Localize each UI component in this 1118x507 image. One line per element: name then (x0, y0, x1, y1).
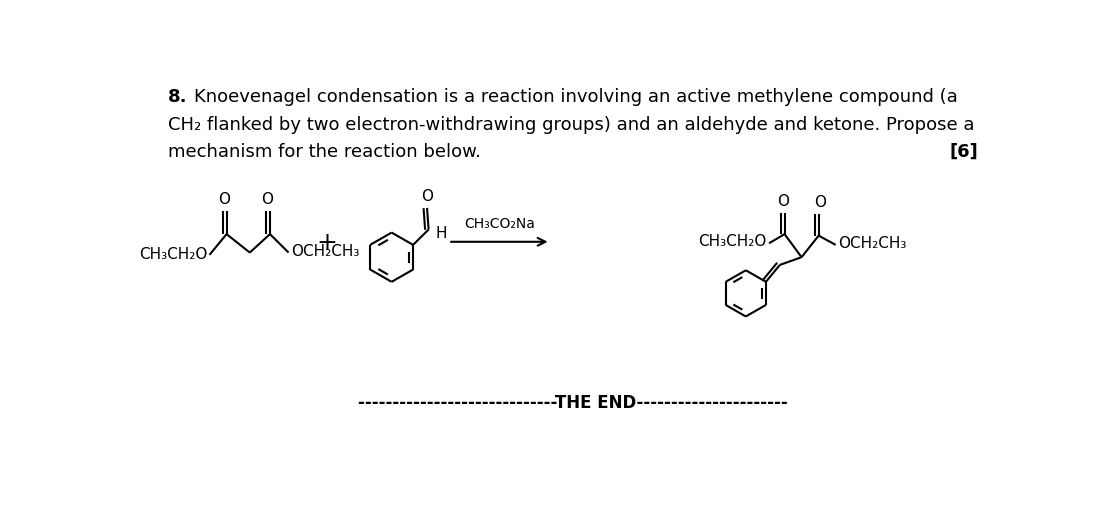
Text: CH₂ flanked by two electron-withdrawing groups) and an aldehyde and ketone. Prop: CH₂ flanked by two electron-withdrawing … (168, 116, 974, 133)
Text: CH₃CO₂Na: CH₃CO₂Na (464, 217, 534, 231)
Text: O: O (262, 192, 274, 207)
Text: OCH₂CH₃: OCH₂CH₃ (291, 244, 359, 259)
Text: O: O (777, 194, 789, 209)
Text: Knoevenagel condensation is a reaction involving an active methylene compound (a: Knoevenagel condensation is a reaction i… (195, 88, 958, 106)
Text: O: O (218, 192, 230, 207)
Text: CH₃CH₂O: CH₃CH₂O (699, 234, 767, 249)
Text: 8.: 8. (168, 88, 187, 106)
Text: O: O (814, 195, 826, 210)
Text: -----------------------------THE END----------------------: -----------------------------THE END----… (358, 394, 788, 413)
Text: +: + (316, 231, 338, 256)
Text: H: H (436, 226, 447, 241)
Text: CH₃CH₂O: CH₃CH₂O (140, 246, 208, 262)
Text: OCH₂CH₃: OCH₂CH₃ (838, 236, 907, 251)
Text: [6]: [6] (949, 143, 978, 161)
Text: O: O (421, 189, 433, 204)
Text: mechanism for the reaction below.: mechanism for the reaction below. (168, 143, 481, 161)
